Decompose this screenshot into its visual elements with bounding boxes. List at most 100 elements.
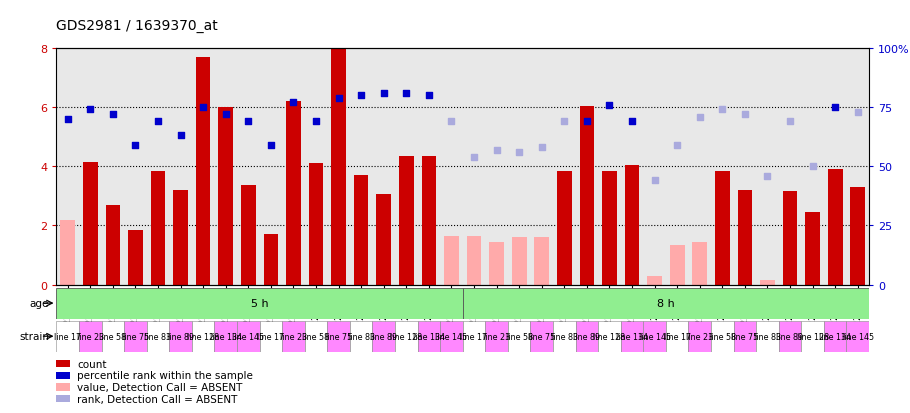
- Point: [264, 142, 278, 149]
- Bar: [151, 171, 166, 285]
- Bar: [418, 321, 440, 352]
- Bar: [215, 321, 237, 352]
- Point: [377, 90, 391, 97]
- Text: line 89: line 89: [167, 332, 194, 341]
- Text: line 134: line 134: [819, 332, 851, 341]
- Text: line 58: line 58: [709, 332, 736, 341]
- Bar: [286, 102, 301, 285]
- Bar: [331, 50, 346, 285]
- Point: [805, 164, 820, 170]
- Point: [851, 109, 865, 116]
- Bar: [56, 321, 79, 352]
- Text: line 23: line 23: [483, 332, 511, 341]
- Text: line 17: line 17: [663, 332, 691, 341]
- Point: [512, 150, 527, 156]
- Text: 8 h: 8 h: [657, 298, 675, 309]
- Point: [490, 147, 504, 154]
- Bar: [647, 276, 662, 285]
- Text: line 134: line 134: [616, 332, 648, 341]
- Bar: [490, 242, 504, 285]
- Text: line 83: line 83: [145, 332, 171, 341]
- Bar: [580, 106, 594, 285]
- Point: [308, 119, 323, 125]
- Bar: [846, 321, 869, 352]
- Bar: [733, 321, 756, 352]
- Text: line 58: line 58: [99, 332, 126, 341]
- Text: line 58: line 58: [506, 332, 532, 341]
- Bar: [147, 321, 169, 352]
- Bar: [218, 108, 233, 285]
- Bar: [192, 321, 215, 352]
- Bar: [196, 57, 210, 285]
- Point: [647, 178, 662, 184]
- Bar: [56, 288, 463, 319]
- Bar: [666, 321, 689, 352]
- Point: [783, 119, 797, 125]
- Text: line 23: line 23: [686, 332, 713, 341]
- Bar: [169, 321, 192, 352]
- Bar: [259, 321, 282, 352]
- Text: count: count: [77, 359, 106, 369]
- Point: [580, 119, 594, 125]
- Bar: [60, 220, 75, 285]
- Point: [670, 142, 684, 149]
- Bar: [534, 238, 549, 285]
- Text: line 89: line 89: [776, 332, 804, 341]
- Text: line 23: line 23: [76, 332, 104, 341]
- Bar: [349, 321, 372, 352]
- Text: line 17: line 17: [54, 332, 81, 341]
- Text: line 89: line 89: [573, 332, 601, 341]
- Point: [467, 154, 481, 161]
- Text: line 145: line 145: [639, 332, 671, 341]
- Text: strain: strain: [19, 331, 49, 342]
- Bar: [463, 321, 485, 352]
- Text: GDS2981 / 1639370_at: GDS2981 / 1639370_at: [56, 19, 218, 33]
- Point: [83, 107, 97, 114]
- Bar: [264, 235, 278, 285]
- Point: [331, 95, 346, 102]
- Bar: [83, 162, 97, 285]
- Point: [60, 116, 75, 123]
- Bar: [802, 321, 824, 352]
- Bar: [308, 164, 323, 285]
- Bar: [79, 321, 102, 352]
- Bar: [328, 321, 349, 352]
- Text: line 128: line 128: [593, 332, 625, 341]
- Bar: [602, 171, 617, 285]
- Text: line 83: line 83: [754, 332, 781, 341]
- Point: [625, 119, 640, 125]
- Bar: [738, 190, 753, 285]
- Point: [534, 145, 549, 151]
- Bar: [805, 213, 820, 285]
- Bar: [621, 321, 643, 352]
- Text: line 17: line 17: [460, 332, 488, 341]
- Bar: [395, 321, 418, 352]
- Point: [760, 173, 774, 180]
- Text: line 145: line 145: [232, 332, 264, 341]
- Point: [106, 112, 120, 118]
- Text: line 17: line 17: [258, 332, 285, 341]
- Text: rank, Detection Call = ABSENT: rank, Detection Call = ABSENT: [77, 394, 238, 404]
- Text: line 83: line 83: [348, 332, 375, 341]
- Point: [128, 142, 143, 149]
- Bar: [399, 157, 414, 285]
- Bar: [760, 280, 774, 285]
- Bar: [173, 190, 187, 285]
- Point: [738, 112, 753, 118]
- Bar: [851, 188, 865, 285]
- Bar: [779, 321, 802, 352]
- Text: line 58: line 58: [302, 332, 329, 341]
- Text: line 145: line 145: [435, 332, 468, 341]
- Text: line 83: line 83: [551, 332, 578, 341]
- Bar: [711, 321, 733, 352]
- Text: line 75: line 75: [325, 332, 352, 341]
- Point: [196, 104, 210, 111]
- Text: line 134: line 134: [413, 332, 445, 341]
- Text: line 75: line 75: [732, 332, 759, 341]
- Point: [399, 90, 413, 97]
- Text: percentile rank within the sample: percentile rank within the sample: [77, 370, 253, 380]
- Bar: [783, 192, 797, 285]
- Bar: [511, 238, 527, 285]
- Text: line 75: line 75: [528, 332, 555, 341]
- Text: line 89: line 89: [370, 332, 398, 341]
